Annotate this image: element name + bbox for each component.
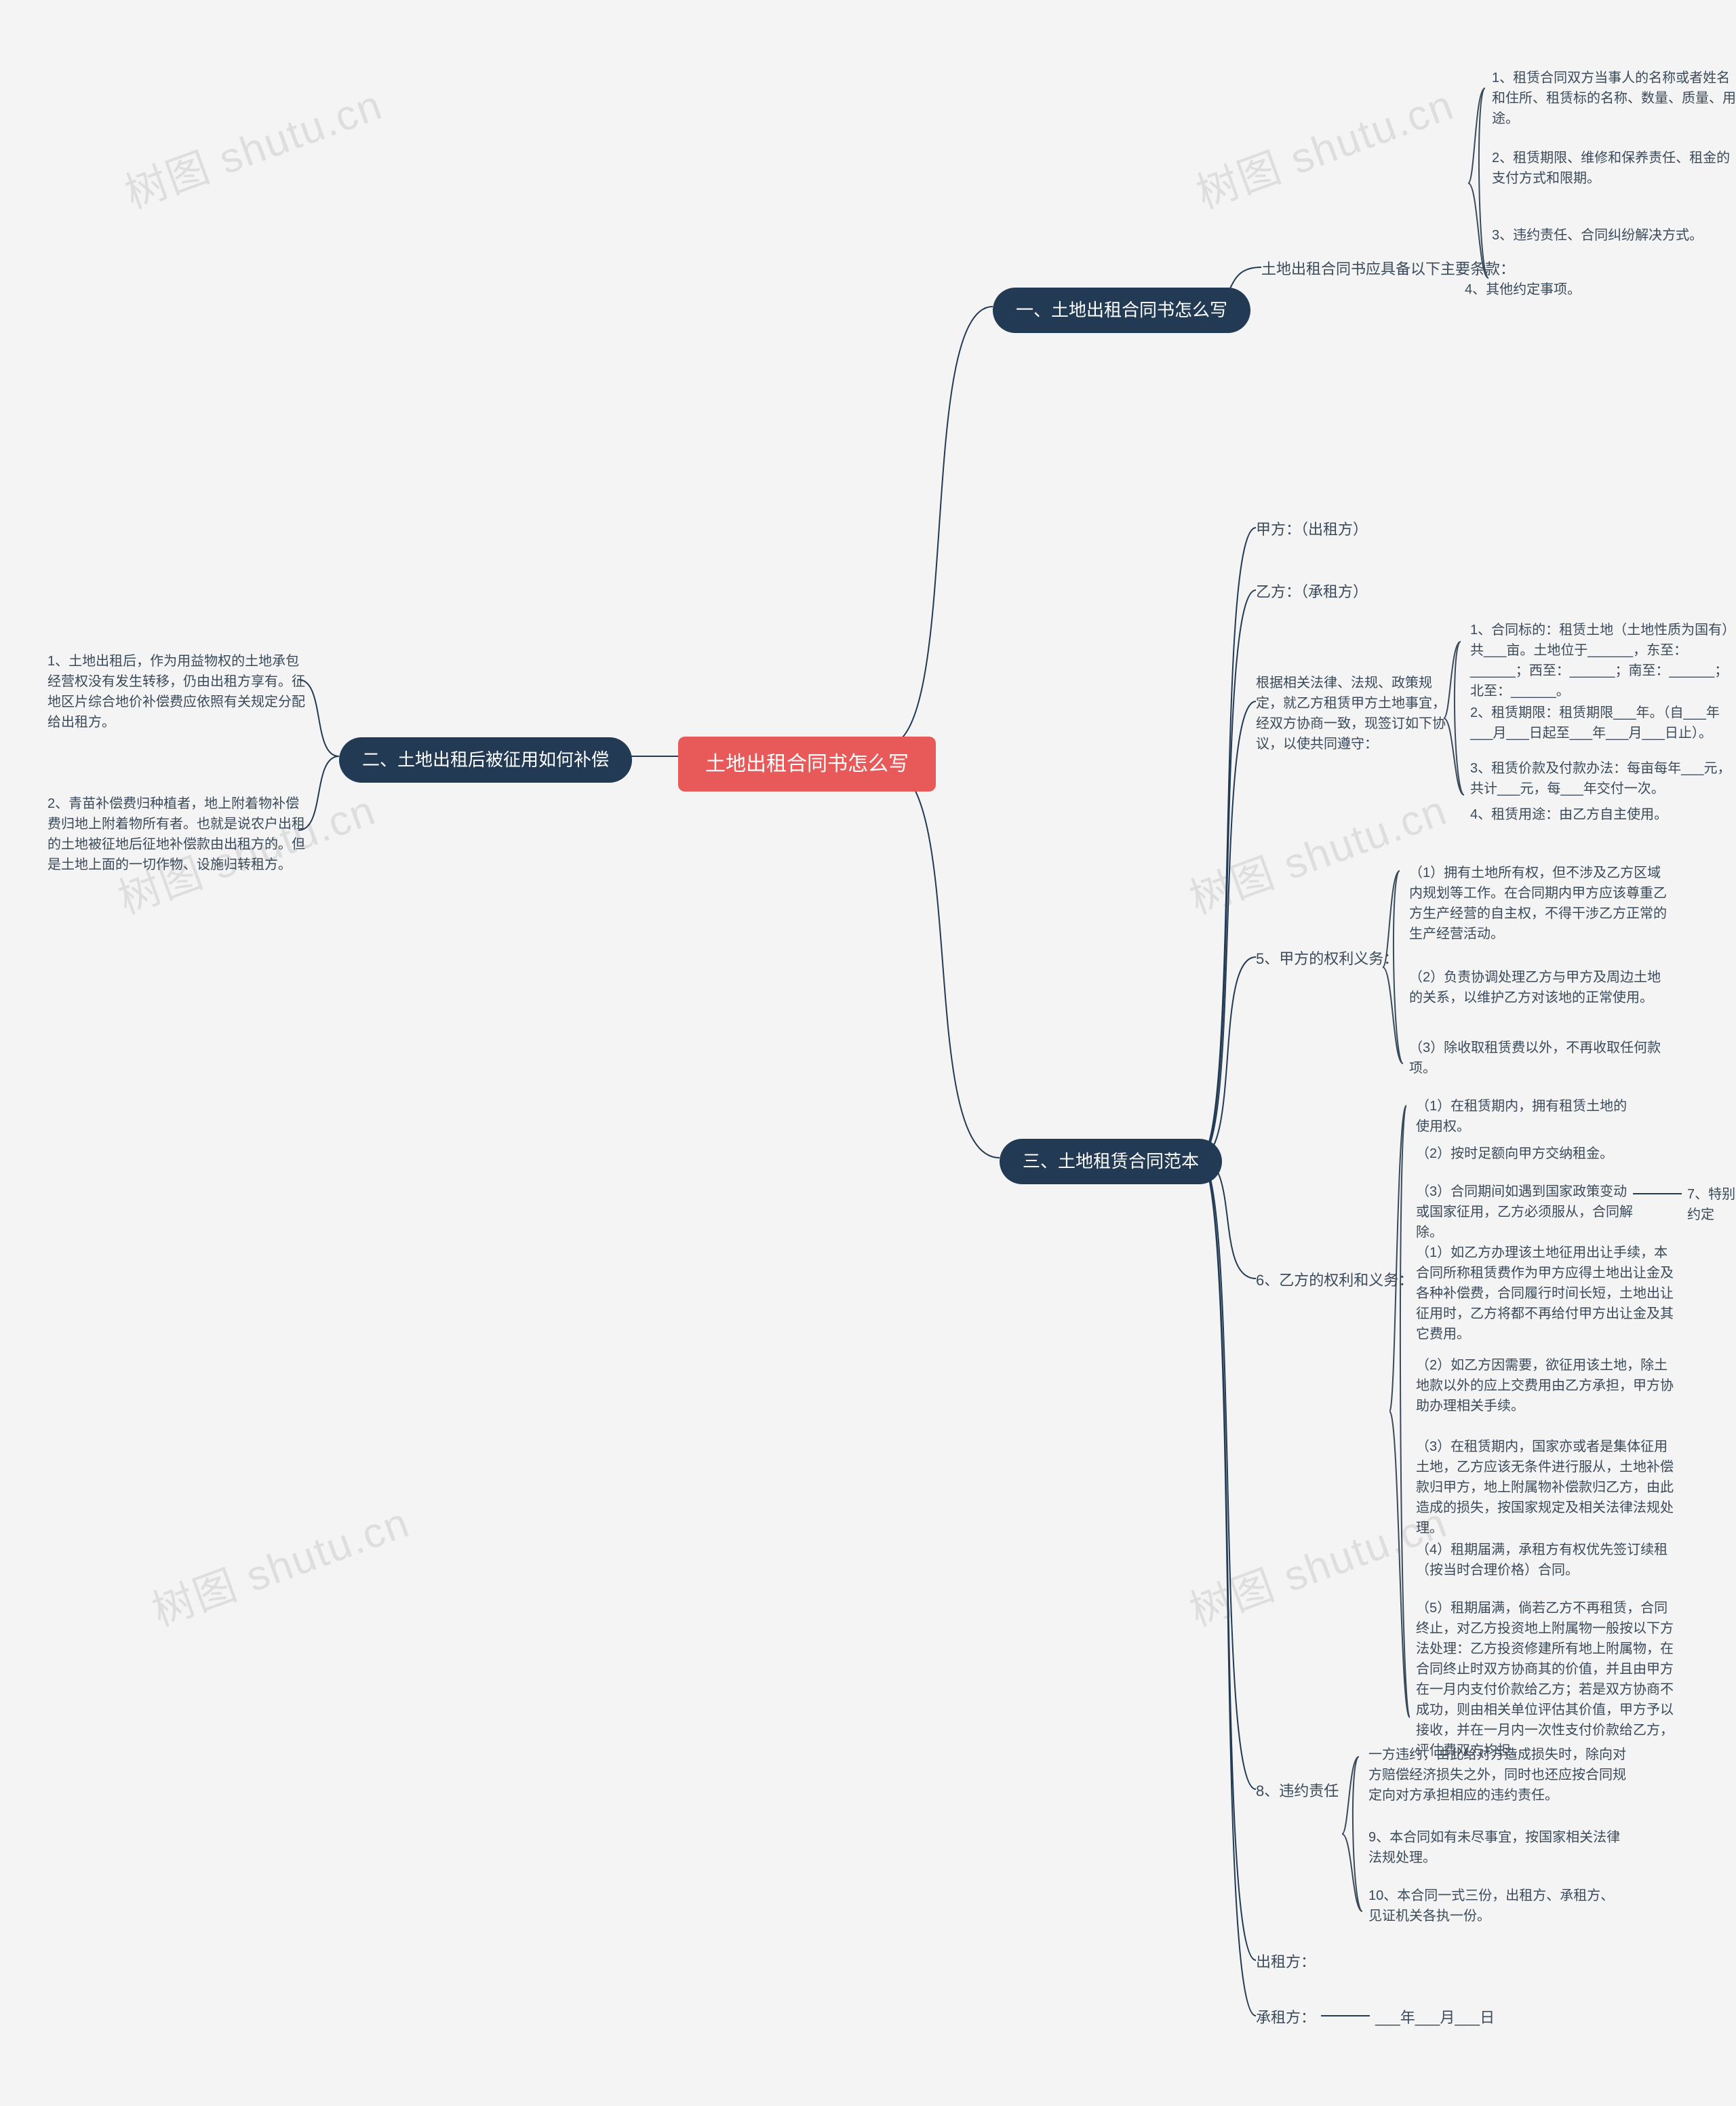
s3-g2: 2、租赁期限：租赁期限___年。（自___年___月___日起至___年___月…	[1470, 703, 1735, 743]
s3-q6g: （3）在租赁期内，国家亦或者是集体征用土地，乙方应该无条件进行服从，土地补偿款归…	[1416, 1437, 1674, 1538]
s3-q6i: （5）租期届满，倘若乙方不再租赁，合同终止，对乙方投资地上附属物一般按以下方法处…	[1416, 1598, 1674, 1761]
s3-q5c: （3）除收取租赁费以外，不再收取任何款项。	[1409, 1038, 1674, 1078]
s3-gg: 根据相关法律、法规、政策规定，就乙方租赁甲方土地事宜，经双方协商一致，现签订如下…	[1256, 673, 1446, 754]
section-2-title: 二、土地出租后被征用如何补偿	[339, 737, 632, 783]
watermark: 树图 shutu.cn	[115, 71, 389, 220]
s3-jia: 甲方：（出租方）	[1256, 518, 1368, 541]
s3-wy-c: 10、本合同一式三份，出租方、承租方、见证机关各执一份。	[1368, 1886, 1626, 1926]
s1-c: 2、租赁期限、维修和保养责任、租金的支付方式和限期。	[1492, 148, 1736, 189]
s3-g1: 1、合同标的：租赁土地（土地性质为国有）共___亩。土地位于______，东至：…	[1470, 620, 1735, 701]
s3-wy: 8、违约责任	[1256, 1780, 1339, 1802]
s3-q6: 6、乙方的权利和义务：	[1256, 1269, 1413, 1291]
s3-czf: 出租方：	[1256, 1951, 1316, 1973]
s3-g4: 4、租赁用途：由乙方自主使用。	[1470, 804, 1668, 825]
s3-q6b: （2）按时足额向甲方交纳租金。	[1416, 1144, 1613, 1164]
section-1-title: 一、土地出租合同书怎么写	[993, 288, 1250, 333]
s2-a: 1、土地出租后，作为用益物权的土地承包经营权没有发生转移，仍由出租方享有。征地区…	[47, 651, 305, 733]
s3-chzf: 承租方：	[1256, 2006, 1316, 2029]
s2-b: 2、青苗补偿费归种植者，地上附着物补偿费归地上附着物所有者。也就是说农户出租的土…	[47, 794, 305, 875]
s3-date: ___年___月___日	[1375, 2006, 1495, 2029]
s1-e: 4、其他约定事项。	[1465, 279, 1581, 300]
s3-q6f: （2）如乙方因需要，欲征用该土地，除土地款以外的应上交费用由乙方承担，甲方协助办…	[1416, 1355, 1674, 1416]
s3-q6h: （4）租期届满，承租方有权优先签订续租（按当时合理价格）合同。	[1416, 1540, 1674, 1580]
section-3-title: 三、土地租赁合同范本	[1000, 1139, 1222, 1184]
s1-a: 土地出租合同书应具备以下主要条款：	[1261, 258, 1515, 280]
watermark: 树图 shutu.cn	[1187, 71, 1461, 220]
s3-wy-a: 一方违约，由此给对方造成损失时，除向对方赔偿经济损失之外，同时也还应按合同规定向…	[1368, 1744, 1626, 1806]
s1-b: 1、租赁合同双方当事人的名称或者姓名和住所、租赁标的名称、数量、质量、用途。	[1492, 68, 1736, 129]
s3-q5: 5、甲方的权利义务：	[1256, 948, 1398, 970]
s3-q5b: （2）负责协调处理乙方与甲方及周边土地的关系，以维护乙方对该地的正常使用。	[1409, 967, 1674, 1008]
s3-q6c: （3）合同期间如遇到国家政策变动或国家征用，乙方必须服从，合同解除。	[1416, 1182, 1633, 1243]
s3-yi: 乙方：（承租方）	[1256, 581, 1368, 603]
root-node: 土地出租合同书怎么写	[678, 737, 936, 792]
s3-q6e: （1）如乙方办理该土地征用出让手续，本合同所称租赁费作为甲方应得土地出让金及各种…	[1416, 1243, 1674, 1344]
s3-g3: 3、租赁价款及付款办法：每亩每年___元，共计___元，每___年交付一次。	[1470, 758, 1735, 799]
watermark: 树图 shutu.cn	[142, 1488, 416, 1638]
s3-wy-b: 9、本合同如有未尽事宜，按国家相关法律法规处理。	[1368, 1827, 1626, 1868]
s1-d: 3、违约责任、合同纠纷解决方式。	[1492, 225, 1703, 246]
s3-q6a: （1）在租赁期内，拥有租赁土地的使用权。	[1416, 1096, 1633, 1137]
s3-q6d: 7、特别约定	[1687, 1184, 1736, 1225]
watermark: 树图 shutu.cn	[1180, 1488, 1454, 1638]
s3-q5a: （1）拥有土地所有权，但不涉及乙方区域内规划等工作。在合同期内甲方应该尊重乙方生…	[1409, 863, 1674, 944]
